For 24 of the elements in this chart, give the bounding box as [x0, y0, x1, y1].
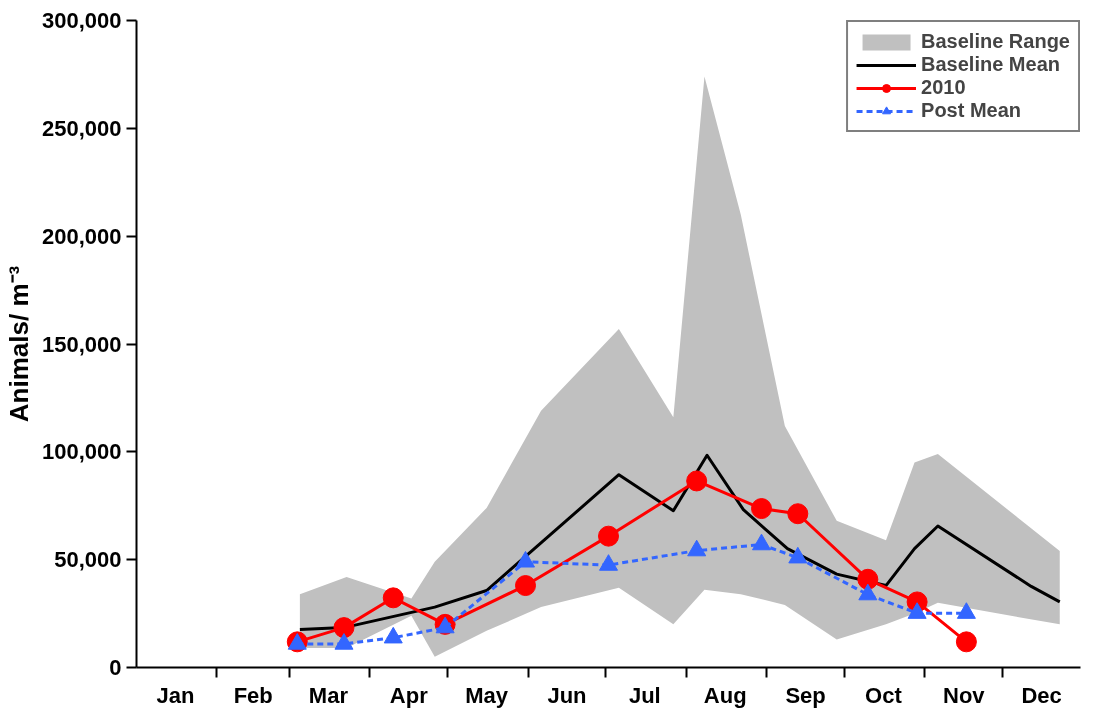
x-tick-label: Jun [547, 682, 587, 708]
y-tick-label: 150,000 [41, 331, 122, 357]
y-tick-label: 50,000 [54, 547, 122, 573]
x-tick-label: Sep [785, 682, 826, 708]
x-tick-label: May [465, 682, 509, 708]
legend-label: 2010 [921, 76, 966, 99]
y-tick-label: 0 [109, 655, 122, 680]
x-tick-label: Oct [865, 682, 903, 708]
x-tick-label: Mar [308, 682, 349, 708]
x-tick-label: Apr [389, 682, 429, 708]
y-tick-label: 100,000 [41, 439, 122, 465]
legend-label: Baseline Range [921, 30, 1070, 53]
x-tick-label: Aug [703, 682, 747, 708]
x-tick-label: Dec [1021, 682, 1062, 708]
x-tick-label: Jan [156, 682, 195, 708]
legend-label: Baseline Mean [921, 53, 1060, 76]
y-tick-label: 200,000 [41, 223, 122, 249]
x-tick-label: Jul [628, 682, 661, 708]
x-tick-label: Nov [943, 682, 986, 708]
legend-label: Post Mean [921, 99, 1022, 122]
x-tick-label: Feb [233, 682, 273, 708]
y-tick-label: 250,000 [41, 115, 122, 141]
y-axis-title: Animals/ m⁻³ [3, 265, 34, 423]
y-tick-label: 300,000 [41, 8, 122, 33]
